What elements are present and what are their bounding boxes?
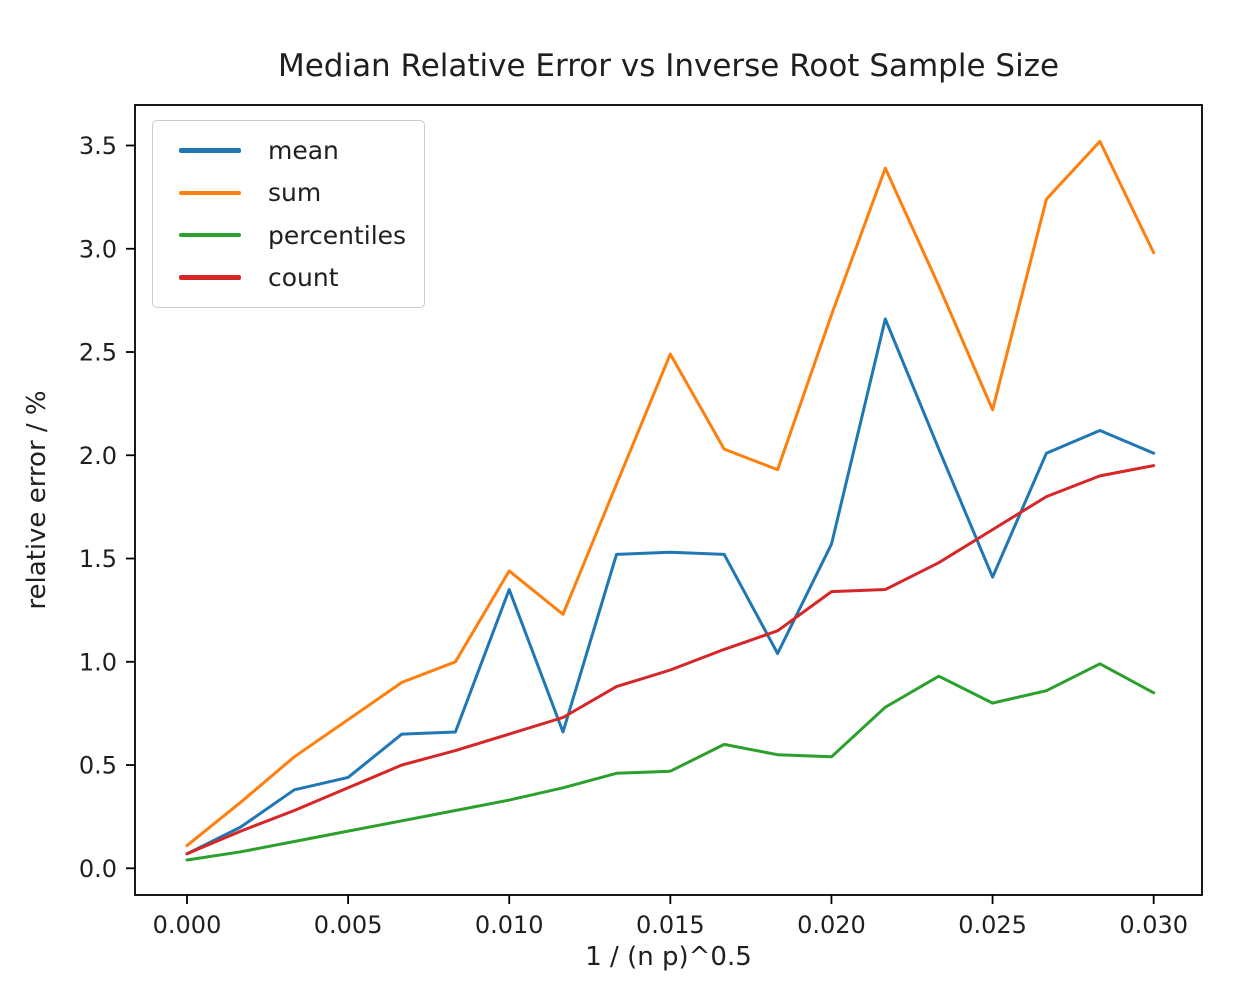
x-tick-label: 0.030: [1119, 911, 1188, 939]
axes-layer: 0.000 0.005 0.010 0.015 0.020 0.025 0.030 0.0 0.…: [79, 104, 1203, 939]
y-tick-label: 0.0: [79, 855, 117, 883]
x-tick-label: 0.010: [475, 911, 544, 939]
legend-swatch-mean: [179, 148, 241, 153]
series-layer: [185, 139, 1156, 862]
y-tick-label: 2.0: [79, 442, 117, 470]
legend-label: sum: [268, 178, 322, 208]
y-tick-label: 3.5: [79, 132, 117, 160]
x-tick-label: 0.025: [958, 911, 1027, 939]
chart-title: Median Relative Error vs Inverse Root Sa…: [277, 48, 1060, 84]
x-tick-label: 0.020: [797, 911, 866, 939]
legend-swatch-count: [179, 275, 241, 280]
legend-item-mean: mean: [153, 133, 424, 167]
legend-label: percentiles: [268, 220, 407, 250]
axes-spines: [134, 104, 1203, 896]
x-axis-label: 1 / (n p)^0.5: [585, 942, 752, 972]
legend-item-sum: sum: [153, 176, 424, 210]
x-tick-label: 0.005: [314, 911, 383, 939]
legend-swatch-sum: [179, 190, 241, 196]
legend-swatch-percentiles: [179, 232, 241, 238]
legend-label: count: [268, 263, 339, 293]
y-tick-label: 1.5: [79, 545, 117, 573]
x-tick-label: 0.015: [636, 911, 705, 939]
y-tick-label: 0.5: [79, 752, 117, 780]
series-line-percentiles: [185, 662, 1156, 862]
series-line-mean: [185, 317, 1156, 856]
y-tick-label: 1.0: [79, 648, 117, 676]
legend-item-percentiles: percentiles: [153, 218, 424, 252]
y-tick-label: 2.5: [79, 339, 117, 367]
legend-item-count: count: [153, 261, 424, 295]
legend: mean sum percentiles count: [152, 120, 425, 308]
y-axis-label: relative error / %: [22, 390, 52, 610]
y-tick-label: 3.0: [79, 235, 117, 263]
legend-label: mean: [268, 135, 339, 165]
series-line-sum: [185, 139, 1156, 848]
x-tick-label: 0.000: [153, 911, 222, 939]
series-line-count: [185, 464, 1156, 856]
